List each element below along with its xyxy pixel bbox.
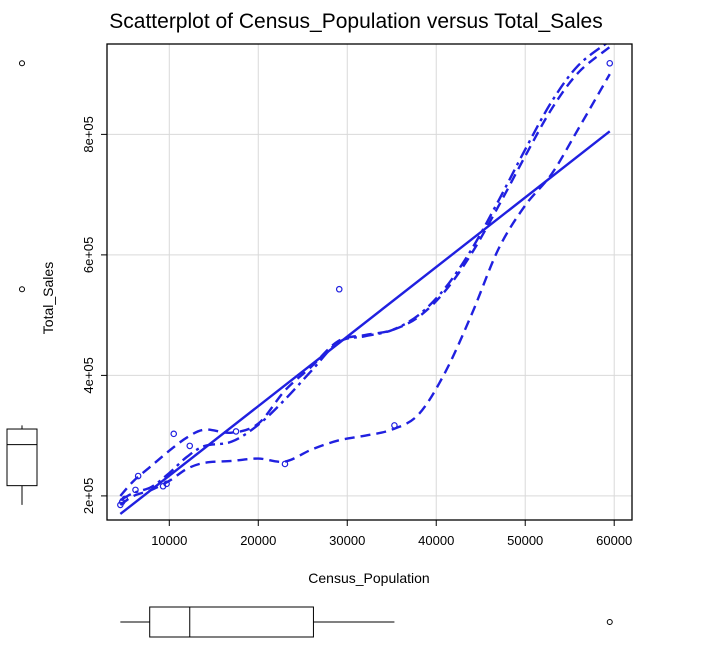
smooth-spread-line — [119, 46, 611, 497]
data-point — [606, 59, 614, 67]
x-axis: 10000 20000 30000 40000 50000 60000 — [151, 520, 632, 548]
smooth-spread-line — [119, 73, 611, 506]
grid-lines — [107, 44, 632, 520]
chart-title: Scatterplot of Census_Population versus … — [109, 10, 602, 33]
boxplot-x-box — [149, 606, 314, 638]
data-point — [186, 442, 194, 450]
x-tick-label: 30000 — [329, 533, 365, 548]
boxplot-y-box — [6, 428, 38, 487]
y-tick-label: 2e+05 — [81, 478, 96, 515]
boxplot-y-outlier — [19, 60, 25, 67]
y-tick-label: 4e+05 — [81, 357, 96, 394]
boxplot-y-outlier — [19, 286, 25, 293]
y-axis-label: Total_Sales — [40, 262, 56, 334]
data-points — [117, 59, 614, 509]
x-tick-label: 40000 — [418, 533, 454, 548]
x-tick-label: 60000 — [596, 533, 632, 548]
y-tick-label: 6e+05 — [81, 237, 96, 274]
data-point — [335, 285, 343, 293]
boxplot-x — [120, 606, 613, 638]
data-point — [281, 460, 289, 468]
data-point — [170, 430, 178, 438]
data-point — [232, 428, 240, 435]
x-tick-label: 10000 — [151, 533, 187, 548]
data-point — [163, 480, 170, 488]
x-tick-label: 50000 — [507, 533, 543, 548]
smooth-curves — [119, 44, 611, 515]
data-point — [121, 495, 129, 503]
boxplot-x-outlier — [606, 619, 613, 625]
boxplot-y — [6, 60, 38, 505]
plot-frame — [106, 43, 633, 521]
data-point — [134, 472, 142, 480]
y-axis: 2e+05 4e+05 6e+05 8e+05 — [81, 116, 107, 514]
data-point — [391, 422, 398, 429]
regression-line — [119, 130, 611, 515]
y-tick-label: 8e+05 — [81, 116, 96, 153]
x-axis-label: Census_Population — [308, 570, 429, 586]
data-point — [132, 486, 139, 494]
x-tick-label: 20000 — [240, 533, 276, 548]
smooth-center-line — [119, 44, 608, 502]
